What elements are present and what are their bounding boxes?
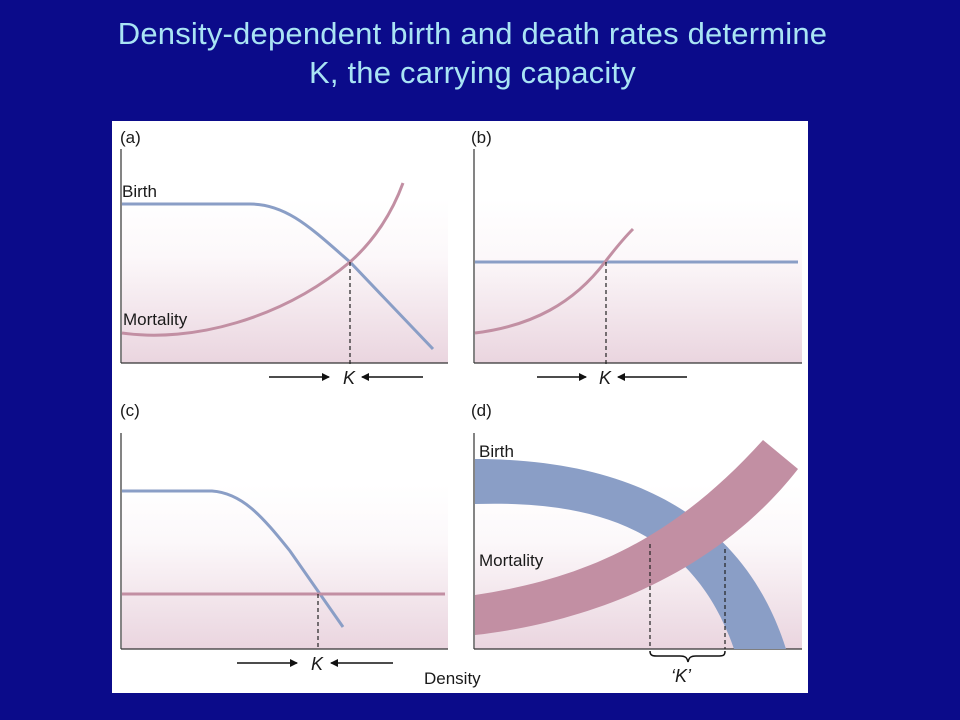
panel-c-label: (c) bbox=[120, 401, 140, 420]
panel-c-plot-area bbox=[122, 484, 448, 649]
panel-c-k-label: K bbox=[311, 654, 324, 674]
panel-a-mortality-label: Mortality bbox=[123, 310, 188, 329]
panel-a-mortality-curve bbox=[121, 182, 405, 337]
slide-title: Density-dependent birth and death rates … bbox=[0, 14, 945, 92]
panel-d: (d) Birth Mortality ‘K’ bbox=[471, 401, 802, 686]
panel-d-k-label: ‘K’ bbox=[671, 666, 692, 686]
panel-c-birth-curve bbox=[122, 489, 345, 628]
x-axis-label: Density bbox=[424, 669, 481, 688]
panel-b-k-label: K bbox=[599, 368, 612, 388]
panel-b-mortality-curve bbox=[474, 227, 635, 335]
slide-title-line-1: Density-dependent birth and death rates … bbox=[117, 16, 828, 51]
panel-d-birth-band bbox=[475, 459, 786, 649]
panel-b: (b) K bbox=[471, 128, 802, 388]
panel-a: (a) Birth Mortality K bbox=[120, 128, 448, 388]
panel-a-k-label: K bbox=[343, 368, 356, 388]
panel-b-label: (b) bbox=[471, 128, 492, 147]
panel-b-plot-area bbox=[475, 199, 802, 363]
panel-d-k-range-brace bbox=[649, 650, 726, 663]
panel-d-mortality-label: Mortality bbox=[479, 551, 544, 570]
panel-a-birth-label: Birth bbox=[122, 182, 157, 201]
panel-d-birth-label: Birth bbox=[479, 442, 514, 461]
panel-a-birth-curve bbox=[122, 202, 435, 351]
slide-title-line-2: K, the carrying capacity bbox=[308, 55, 636, 90]
panel-d-mortality-band bbox=[475, 440, 798, 635]
panel-c: (c) K bbox=[120, 401, 448, 674]
carrying-capacity-figure: (a) Birth Mortality K (b) K bbox=[112, 121, 808, 693]
panel-a-plot-area bbox=[122, 199, 448, 363]
panel-d-label: (d) bbox=[471, 401, 492, 420]
panel-a-label: (a) bbox=[120, 128, 141, 147]
figure-svg: (a) Birth Mortality K (b) K bbox=[120, 128, 802, 688]
